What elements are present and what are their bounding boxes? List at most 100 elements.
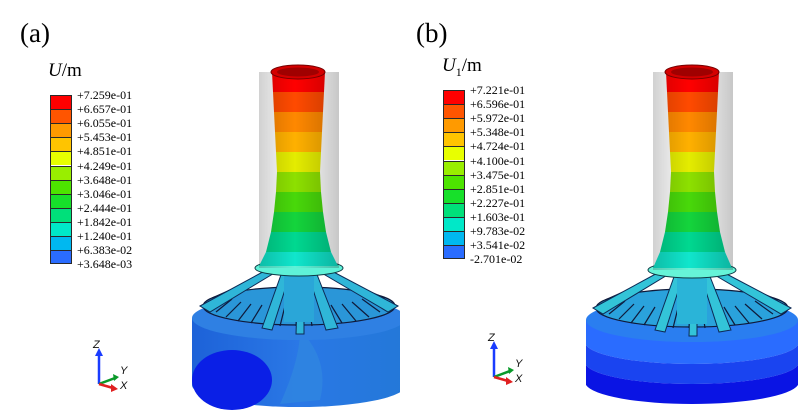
axis-triad <box>95 348 119 392</box>
legend-swatch <box>50 250 72 265</box>
panel-a: (a) U/m +7.259e-01 +6.657e-01 +6.055e-01 +5… <box>20 18 400 410</box>
legend-value: +5.453e-01 <box>77 130 133 145</box>
legend-entry: +6.383e-02 <box>50 243 250 265</box>
legend-value: +2.444e-01 <box>77 200 133 215</box>
legend-swatch <box>443 231 465 246</box>
panel-label: (b) <box>416 18 448 48</box>
legend-symbol: U <box>442 55 456 76</box>
tower <box>259 64 339 268</box>
stack-model-a <box>192 64 400 410</box>
legend-unit: /m <box>61 60 82 81</box>
legend-value: +6.596e-01 <box>470 97 526 112</box>
legend-value: +5.348e-01 <box>470 125 526 140</box>
legend-swatch <box>443 188 465 203</box>
legend-value: +9.783e-02 <box>470 224 526 238</box>
legend-swatch <box>443 146 465 161</box>
legend-value: +6.055e-01 <box>77 116 133 131</box>
legend-entry: -2.701e-02 <box>443 252 643 273</box>
legend-entry: +5.348e-01 <box>443 125 643 147</box>
legend-entry: +3.475e-01 <box>443 168 643 189</box>
base-low-displacement-region <box>192 350 272 410</box>
legend-entry: +9.783e-02 <box>443 224 643 246</box>
legend-entry: +7.259e-01 <box>50 88 250 110</box>
stack-model-b <box>586 64 798 404</box>
axis-triad <box>490 341 514 385</box>
legend-entry: +1.842e-01 <box>50 215 250 236</box>
legend-value: +4.249e-01 <box>77 158 133 173</box>
legend-value: +2.227e-01 <box>470 195 526 210</box>
legend-entry: +4.851e-01 <box>50 144 250 166</box>
legend-swatch <box>50 137 72 152</box>
legend-value: +2.851e-01 <box>470 181 526 196</box>
legend-title: U/m <box>48 60 82 85</box>
legend-entry: +3.648e-01 <box>50 173 250 194</box>
legend-entry: +1.240e-01 <box>50 229 250 251</box>
legend-subscript: 1 <box>455 64 462 79</box>
axis-z-label: Z <box>93 339 100 351</box>
legend-entry: +3.541e-02 <box>443 238 643 260</box>
legend-swatch <box>50 151 72 166</box>
legend-value: -2.701e-02 <box>470 252 523 267</box>
legend-value: +4.851e-01 <box>77 144 133 159</box>
legend-entry: +7.221e-01 <box>443 83 643 105</box>
legend-entry: +6.657e-01 <box>50 102 250 124</box>
legend-swatch <box>443 160 465 175</box>
legend-entry: +4.100e-01 <box>443 154 643 175</box>
legend-value: +3.475e-01 <box>470 167 526 182</box>
legend-swatch <box>50 179 72 194</box>
axis-z-label: Z <box>488 332 495 344</box>
tower <box>653 64 733 270</box>
legend-swatch <box>443 132 465 147</box>
legend-entry: +5.972e-01 <box>443 111 643 133</box>
legend-value: +3.648e-01 <box>77 172 133 187</box>
legend-symbol: U <box>48 60 62 81</box>
legend-entry: +3.046e-01 <box>50 187 250 208</box>
legend-value: +3.648e-03 <box>77 257 133 272</box>
legend-swatch <box>443 216 465 231</box>
legend-entry: +4.249e-01 <box>50 159 250 180</box>
axis-x-label: X <box>120 380 128 392</box>
legend-swatch <box>50 123 72 138</box>
legend-swatch <box>50 109 72 124</box>
legend-value: +7.259e-01 <box>77 88 133 102</box>
legend-value: +3.541e-02 <box>470 238 526 253</box>
legend-swatch <box>443 118 465 133</box>
legend-swatch <box>50 221 72 236</box>
legend-entry: +5.453e-01 <box>50 130 250 152</box>
legend-entry: +2.227e-01 <box>443 196 643 217</box>
legend-entry: +3.648e-03 <box>50 257 250 278</box>
legend-value: +1.603e-01 <box>470 209 526 224</box>
legend-entry: +1.603e-01 <box>443 210 643 231</box>
legend-swatch <box>443 104 465 119</box>
legend-value: +6.383e-02 <box>77 243 133 258</box>
panel-label: (a) <box>20 18 50 48</box>
axis-y-label: Y <box>515 358 523 370</box>
legend-unit: /m <box>461 55 482 76</box>
legend-value: +4.100e-01 <box>470 153 526 168</box>
legend-value: +7.221e-01 <box>470 83 526 97</box>
support-braces <box>198 267 400 335</box>
legend-value: +6.657e-01 <box>77 102 133 117</box>
legend-entry: +2.444e-01 <box>50 201 250 222</box>
legend-swatch <box>50 207 72 222</box>
legend-title: U1/m <box>442 55 482 80</box>
axis-y-label: Y <box>120 365 128 377</box>
legend-entry: +4.724e-01 <box>443 139 643 161</box>
legend-value: +5.972e-01 <box>470 111 526 126</box>
legend-value: +4.724e-01 <box>470 139 526 154</box>
legend-entry: +6.055e-01 <box>50 116 250 138</box>
legend-value: +3.046e-01 <box>77 186 133 201</box>
legend-entry: +6.596e-01 <box>443 97 643 119</box>
legend-swatch <box>443 202 465 217</box>
legend-swatch <box>50 193 72 208</box>
legend-value: +1.240e-01 <box>77 229 133 243</box>
axis-x-label: X <box>515 373 523 385</box>
legend-swatch <box>443 174 465 189</box>
panel-b: (b) U1/m +7.221e-01 +6.596e-01 +5.972e-01 +… <box>400 0 800 412</box>
legend-entry: +2.851e-01 <box>443 182 643 203</box>
base-cylinder <box>586 365 798 404</box>
support-braces <box>591 269 793 337</box>
legend-swatch <box>50 165 72 180</box>
legend-swatch <box>50 236 72 251</box>
legend-swatch <box>443 245 465 260</box>
